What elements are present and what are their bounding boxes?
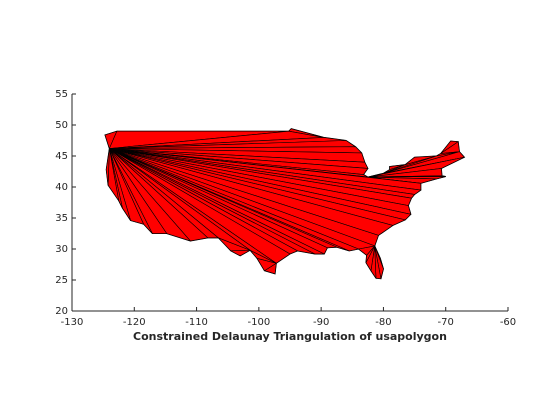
- y-tick-label: 40: [55, 182, 68, 193]
- x-axis-label: Constrained Delaunay Triangulation of us…: [133, 330, 447, 343]
- y-tick-label: 30: [55, 244, 68, 255]
- y-tick-label: 50: [55, 120, 68, 131]
- y-tick-label: 45: [55, 151, 68, 162]
- triangle: [105, 148, 110, 186]
- x-tick-label: -110: [185, 317, 208, 328]
- x-tick-label: -70: [438, 317, 454, 328]
- x-tick-label: -90: [313, 317, 329, 328]
- x-tick-label: -100: [248, 317, 271, 328]
- x-tick-label: -80: [375, 317, 391, 328]
- triangle: [229, 249, 251, 257]
- x-tick-label: -130: [61, 317, 84, 328]
- y-tick-label: 55: [55, 89, 68, 100]
- x-tick-label: -120: [123, 317, 146, 328]
- y-tick-label: 20: [55, 306, 68, 317]
- y-tick-label: 35: [55, 213, 68, 224]
- x-tick-label: -60: [500, 317, 516, 328]
- y-tick-label: 25: [55, 275, 68, 286]
